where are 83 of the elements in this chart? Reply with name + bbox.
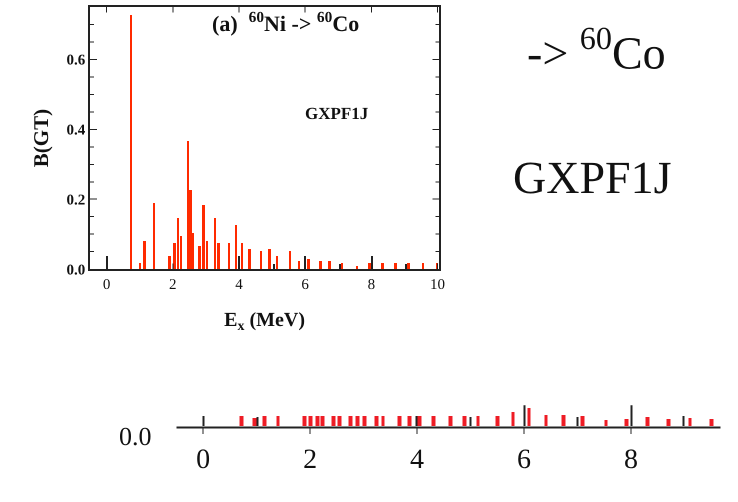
bar bbox=[645, 417, 650, 426]
bar bbox=[394, 262, 398, 269]
bar bbox=[260, 250, 262, 269]
x-tick-label: 6 bbox=[517, 444, 532, 475]
x-tick-label: 0 bbox=[196, 444, 210, 475]
bar bbox=[356, 266, 358, 269]
bar bbox=[153, 202, 156, 269]
text: -> $^{60}$Co bbox=[527, 20, 666, 78]
x-tick-label: 8 bbox=[368, 276, 376, 293]
x-tick-label: 4 bbox=[235, 276, 244, 293]
bar bbox=[405, 264, 408, 269]
bar bbox=[527, 408, 530, 426]
bar bbox=[168, 256, 172, 269]
bar bbox=[235, 224, 238, 269]
text: GXPF1J bbox=[513, 152, 672, 203]
y-tick-label: 0.4 bbox=[66, 122, 86, 139]
bar bbox=[580, 416, 584, 426]
bar bbox=[476, 416, 480, 426]
bar bbox=[298, 260, 300, 269]
bar bbox=[422, 262, 424, 269]
bar bbox=[177, 218, 180, 269]
y-tick-label: 0.0 bbox=[66, 262, 86, 278]
bar bbox=[511, 412, 514, 426]
bar bbox=[337, 416, 342, 426]
bar bbox=[328, 260, 332, 269]
bar bbox=[248, 248, 252, 269]
bar bbox=[348, 416, 352, 426]
bar bbox=[139, 262, 142, 269]
bar bbox=[561, 415, 566, 426]
bar bbox=[407, 262, 410, 269]
bar bbox=[239, 416, 244, 426]
bar bbox=[276, 416, 280, 426]
bar bbox=[495, 416, 500, 426]
y-axis-title: B(GT) bbox=[29, 108, 54, 168]
bar bbox=[381, 416, 384, 426]
bar bbox=[214, 218, 216, 269]
bar bbox=[448, 416, 452, 426]
x-axis-title: E$_{x}$ (MeV) bbox=[224, 308, 306, 334]
bar bbox=[187, 140, 190, 269]
bar bbox=[381, 262, 384, 269]
bar bbox=[688, 418, 692, 426]
x-tick-label: 10 bbox=[430, 276, 446, 293]
bar bbox=[604, 420, 608, 426]
bar bbox=[544, 415, 548, 426]
bar bbox=[666, 419, 670, 426]
annotation: (a) $^{60}$Ni -> $^{60}$Co bbox=[212, 9, 360, 36]
bar bbox=[407, 416, 412, 426]
x-tick-label: 8 bbox=[624, 444, 638, 475]
bar bbox=[228, 242, 230, 269]
bar bbox=[331, 416, 336, 426]
x-tick-label: 2 bbox=[303, 444, 318, 475]
text: 0.0 bbox=[119, 422, 152, 451]
bar bbox=[202, 204, 206, 269]
bar bbox=[273, 264, 276, 269]
bar bbox=[307, 258, 310, 269]
bar bbox=[368, 262, 372, 269]
bar bbox=[319, 260, 322, 269]
bar bbox=[276, 256, 278, 269]
bar bbox=[462, 416, 466, 426]
bar bbox=[241, 242, 244, 269]
bar bbox=[302, 416, 306, 426]
bar bbox=[308, 416, 312, 426]
bar bbox=[709, 419, 714, 426]
x-tick-label: 6 bbox=[301, 276, 310, 293]
bar bbox=[289, 250, 292, 269]
bar bbox=[252, 418, 256, 426]
bar bbox=[143, 240, 146, 269]
bar bbox=[130, 14, 132, 269]
bar bbox=[268, 248, 272, 269]
x-tick-label: 0 bbox=[102, 276, 110, 293]
y-tick-label: 0.6 bbox=[66, 52, 86, 69]
bar bbox=[355, 416, 360, 426]
bar bbox=[374, 416, 378, 426]
bar bbox=[431, 416, 436, 426]
bar bbox=[397, 416, 402, 426]
annotation: GXPF1J bbox=[305, 104, 369, 123]
bar bbox=[417, 416, 422, 426]
bar bbox=[262, 416, 266, 426]
x-tick-label: 2 bbox=[169, 276, 177, 293]
x-tick-label: 4 bbox=[410, 444, 424, 475]
y-tick-label: 0.2 bbox=[66, 192, 86, 208]
bar bbox=[362, 416, 366, 426]
bar bbox=[624, 419, 628, 426]
